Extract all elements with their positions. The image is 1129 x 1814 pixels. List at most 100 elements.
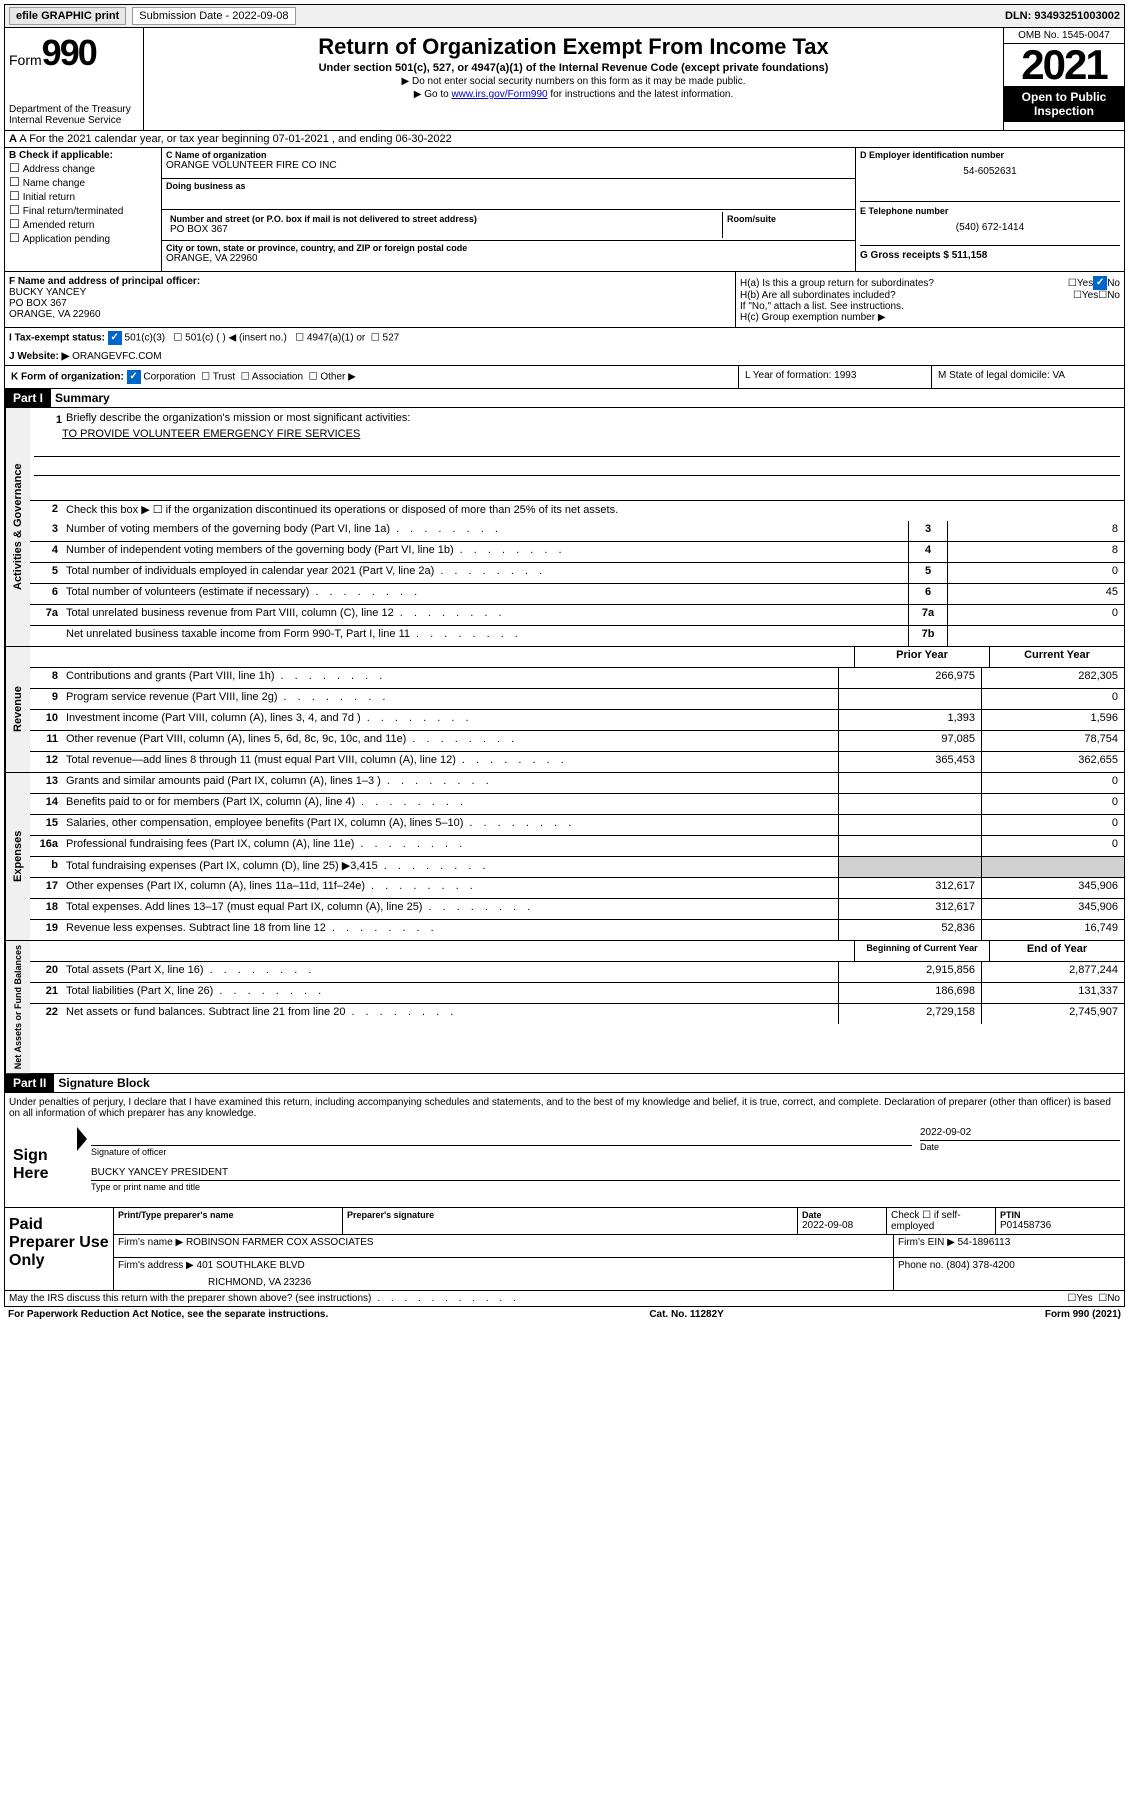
row-a-period: A A For the 2021 calendar year, or tax y… xyxy=(4,131,1125,148)
sig-date-label: Date xyxy=(920,1140,1120,1152)
city-label: City or town, state or province, country… xyxy=(166,243,851,253)
org-info-block: B Check if applicable: ☐Address change ☐… xyxy=(4,148,1125,272)
ha-yes[interactable]: ☐Yes xyxy=(1068,278,1093,289)
check-name-change[interactable]: ☐Name change xyxy=(9,175,157,189)
discuss-no[interactable]: ☐No xyxy=(1098,1293,1120,1304)
paid-preparer-block: Paid Preparer Use Only Print/Type prepar… xyxy=(4,1208,1125,1291)
header-left: Form990 Department of the Treasury Inter… xyxy=(5,28,144,130)
governance-section: Activities & Governance 1 Briefly descri… xyxy=(4,408,1125,647)
paperwork-notice: For Paperwork Reduction Act Notice, see … xyxy=(8,1309,328,1320)
table-row: bTotal fundraising expenses (Part IX, co… xyxy=(30,857,1124,878)
current-year-head: Current Year xyxy=(989,647,1124,667)
col-b-checkboxes: B Check if applicable: ☐Address change ☐… xyxy=(5,148,162,271)
end-year-head: End of Year xyxy=(989,941,1124,961)
part2-title: Signature Block xyxy=(54,1074,153,1092)
check-initial-return[interactable]: ☐Initial return xyxy=(9,189,157,203)
check-final-return[interactable]: ☐Final return/terminated xyxy=(9,203,157,217)
sign-here-label: Sign Here xyxy=(9,1127,77,1203)
form-label: Form xyxy=(9,52,42,68)
form-note1: ▶ Do not enter social security numbers o… xyxy=(152,76,995,87)
col-b-head: B Check if applicable: xyxy=(9,150,157,161)
principal-officer: F Name and address of principal officer:… xyxy=(5,272,736,327)
dept-label: Department of the Treasury xyxy=(9,104,139,115)
state-domicile: M State of legal domicile: VA xyxy=(931,366,1124,388)
addr-label: Number and street (or P.O. box if mail i… xyxy=(170,214,718,224)
sig-officer-label: Signature of officer xyxy=(91,1145,912,1157)
side-net: Net Assets or Fund Balances xyxy=(5,941,30,1073)
prior-year-head: Prior Year xyxy=(854,647,989,667)
table-row: 9Program service revenue (Part VIII, lin… xyxy=(30,689,1124,710)
irs-label: Internal Revenue Service xyxy=(9,115,139,126)
website-value: ORANGEVFC.COM xyxy=(72,351,161,362)
phone-label: E Telephone number xyxy=(860,206,1120,216)
table-row: 4Number of independent voting members of… xyxy=(30,542,1124,563)
table-row: 11Other revenue (Part VIII, column (A), … xyxy=(30,731,1124,752)
table-row: 15Salaries, other compensation, employee… xyxy=(30,815,1124,836)
table-row: 13Grants and similar amounts paid (Part … xyxy=(30,773,1124,794)
topbar: efile GRAPHIC print Submission Date - 20… xyxy=(4,4,1125,28)
table-row: 18Total expenses. Add lines 13–17 (must … xyxy=(30,899,1124,920)
check-application-pending[interactable]: ☐Application pending xyxy=(9,231,157,245)
row-j-website: J Website: ▶ ORANGEVFC.COM xyxy=(4,348,1125,366)
side-governance: Activities & Governance xyxy=(5,408,30,646)
group-return-block: H(a) Is this a group return for subordin… xyxy=(736,272,1124,327)
table-row: 17Other expenses (Part IX, column (A), l… xyxy=(30,878,1124,899)
corp-check[interactable]: ✓ xyxy=(127,370,141,384)
part2-bar: Part II Signature Block xyxy=(4,1074,1125,1093)
revenue-section: Revenue b Prior Year Current Year 8Contr… xyxy=(4,647,1125,773)
table-row: 10Investment income (Part VIII, column (… xyxy=(30,710,1124,731)
table-row: 22Net assets or fund balances. Subtract … xyxy=(30,1004,1124,1024)
sig-date: 2022-09-02 xyxy=(920,1127,1120,1138)
check-amended-return[interactable]: ☐Amended return xyxy=(9,217,157,231)
sign-arrow-icon xyxy=(77,1127,87,1151)
part1-bar: Part I Summary xyxy=(4,389,1125,408)
table-row: 8Contributions and grants (Part VIII, li… xyxy=(30,668,1124,689)
row-k-form-org: K Form of organization: ✓ Corporation ☐ … xyxy=(4,366,1125,389)
row-i-tax-status: I Tax-exempt status: ✓ 501(c)(3) ☐ 501(c… xyxy=(4,328,1125,348)
part1-title: Summary xyxy=(51,389,114,407)
ein-label: D Employer identification number xyxy=(860,150,1120,160)
hb-yes[interactable]: ☐Yes xyxy=(1073,290,1098,301)
inspection-badge: Open to Public Inspection xyxy=(1004,86,1124,122)
mission-text: TO PROVIDE VOLUNTEER EMERGENCY FIRE SERV… xyxy=(62,428,360,440)
net-assets-section: Net Assets or Fund Balances b Beginning … xyxy=(4,941,1125,1074)
dba-label: Doing business as xyxy=(166,181,851,191)
table-row: 19Revenue less expenses. Subtract line 1… xyxy=(30,920,1124,940)
form-page: Form 990 (2021) xyxy=(1045,1309,1121,1320)
part1-header: Part I xyxy=(5,389,51,407)
org-name: ORANGE VOLUNTEER FIRE CO INC xyxy=(166,160,851,171)
mission-label: Briefly describe the organization's miss… xyxy=(66,412,410,428)
hc-label: H(c) Group exemption number ▶ xyxy=(740,312,1120,323)
sign-block: Sign Here Signature of officer 2022-09-0… xyxy=(4,1123,1125,1208)
hb-no[interactable]: ☐No xyxy=(1098,290,1120,301)
header-right: OMB No. 1545-0047 2021 Open to Public In… xyxy=(1003,28,1124,130)
cat-no: Cat. No. 11282Y xyxy=(649,1309,723,1320)
submission-date-label: Submission Date - 2022-09-08 xyxy=(132,7,295,25)
hb-label: H(b) Are all subordinates included? xyxy=(740,290,1073,301)
col-c-org: C Name of organization ORANGE VOLUNTEER … xyxy=(162,148,856,271)
ha-label: H(a) Is this a group return for subordin… xyxy=(740,278,1068,289)
discuss-yes[interactable]: ☐Yes xyxy=(1067,1293,1092,1304)
row-fh: F Name and address of principal officer:… xyxy=(4,272,1125,328)
room-label: Room/suite xyxy=(727,214,847,224)
dln-label: DLN: 93493251003002 xyxy=(1005,10,1120,22)
header-mid: Return of Organization Exempt From Incom… xyxy=(144,28,1003,130)
side-expenses: Expenses xyxy=(5,773,30,940)
begin-year-head: Beginning of Current Year xyxy=(854,941,989,961)
efile-print-btn[interactable]: efile GRAPHIC print xyxy=(9,7,126,25)
city-value: ORANGE, VA 22960 xyxy=(166,253,851,264)
table-row: 3Number of voting members of the governi… xyxy=(30,521,1124,542)
irs-link[interactable]: www.irs.gov/Form990 xyxy=(451,89,547,100)
table-row: 14Benefits paid to or for members (Part … xyxy=(30,794,1124,815)
tax-year: 2021 xyxy=(1004,44,1124,86)
501c3-check[interactable]: ✓ xyxy=(108,331,122,345)
check-address-change[interactable]: ☐Address change xyxy=(9,161,157,175)
table-row: 12Total revenue—add lines 8 through 11 (… xyxy=(30,752,1124,772)
ha-no-check[interactable]: ✓ xyxy=(1093,276,1107,290)
table-row: 7aTotal unrelated business revenue from … xyxy=(30,605,1124,626)
discuss-row: May the IRS discuss this return with the… xyxy=(4,1291,1125,1307)
hb-note: If "No," attach a list. See instructions… xyxy=(740,301,1120,312)
form-number: 990 xyxy=(42,32,96,73)
part2-header: Part II xyxy=(5,1074,54,1092)
year-formation: L Year of formation: 1993 xyxy=(738,366,931,388)
